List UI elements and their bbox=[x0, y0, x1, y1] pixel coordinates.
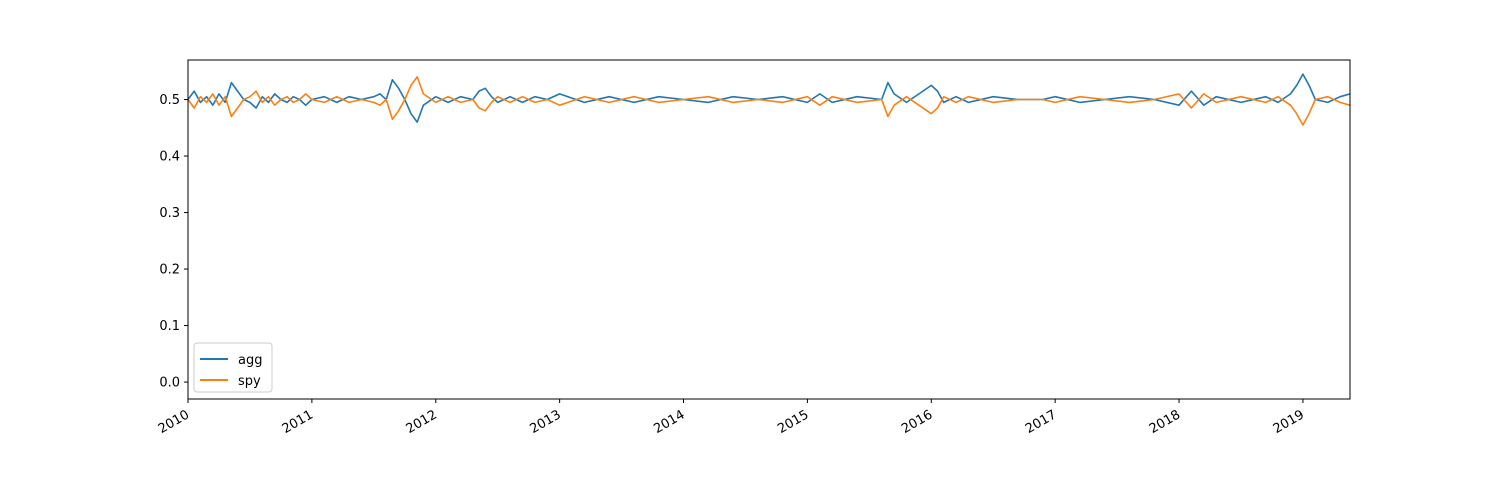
series-layer bbox=[188, 73, 1350, 126]
y-tick-label: 0.0 bbox=[159, 376, 180, 391]
x-tick-label: 2014 bbox=[651, 407, 687, 437]
plot-frame bbox=[187, 59, 1351, 400]
x-tick-label: 2017 bbox=[1023, 407, 1059, 437]
legend: agg spy bbox=[193, 342, 273, 393]
y-tick-label: 0.3 bbox=[159, 206, 180, 221]
x-tick-label: 2019 bbox=[1271, 407, 1307, 437]
x-axis: 2010 2011 2012 2013 2014 2015 2016 2017 2018 2019 bbox=[156, 399, 1307, 437]
legend-label-agg: agg bbox=[238, 353, 262, 368]
series-line-agg bbox=[188, 73, 1350, 123]
x-tick-label: 2011 bbox=[280, 407, 316, 437]
y-tick-label: 0.2 bbox=[159, 263, 180, 278]
x-tick-label: 2016 bbox=[899, 407, 935, 437]
x-tick-label: 2015 bbox=[775, 407, 811, 437]
x-tick-label: 2012 bbox=[404, 407, 440, 437]
x-tick-label: 2010 bbox=[156, 407, 192, 437]
y-tick-label: 0.5 bbox=[159, 93, 180, 108]
x-tick-label: 2018 bbox=[1147, 407, 1183, 437]
legend-label-spy: spy bbox=[238, 374, 261, 389]
y-axis: 0.0 0.1 0.2 0.3 0.4 0.5 bbox=[159, 93, 188, 391]
y-tick-label: 0.4 bbox=[159, 150, 180, 165]
x-tick-label: 2013 bbox=[527, 407, 563, 437]
y-tick-label: 0.1 bbox=[159, 319, 180, 334]
series-line-spy bbox=[188, 76, 1350, 126]
